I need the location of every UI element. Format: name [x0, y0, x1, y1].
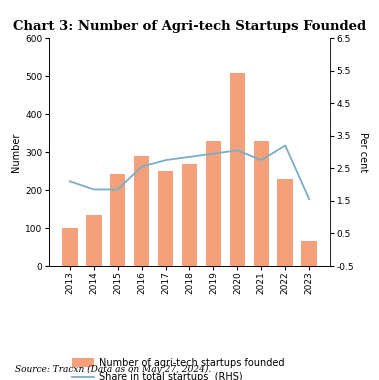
Bar	[62, 228, 78, 266]
Bar	[134, 156, 149, 266]
Bar	[86, 215, 102, 266]
Bar	[230, 73, 245, 266]
Bar	[254, 141, 269, 266]
Legend: Number of agri-tech startups founded, Share in total startups  (RHS): Number of agri-tech startups founded, Sh…	[72, 358, 284, 380]
Bar	[158, 171, 173, 266]
Bar	[182, 164, 197, 266]
Bar	[206, 141, 221, 266]
Y-axis label: Number: Number	[11, 132, 21, 172]
Title: Chart 3: Number of Agri-tech Startups Founded: Chart 3: Number of Agri-tech Startups Fo…	[13, 20, 366, 33]
Bar	[277, 179, 293, 266]
Bar	[110, 174, 125, 266]
Bar	[301, 241, 317, 266]
Text: Source: Tracxn (Data as on May 27, 2024).: Source: Tracxn (Data as on May 27, 2024)…	[15, 365, 211, 374]
Y-axis label: Per cent: Per cent	[359, 132, 368, 172]
